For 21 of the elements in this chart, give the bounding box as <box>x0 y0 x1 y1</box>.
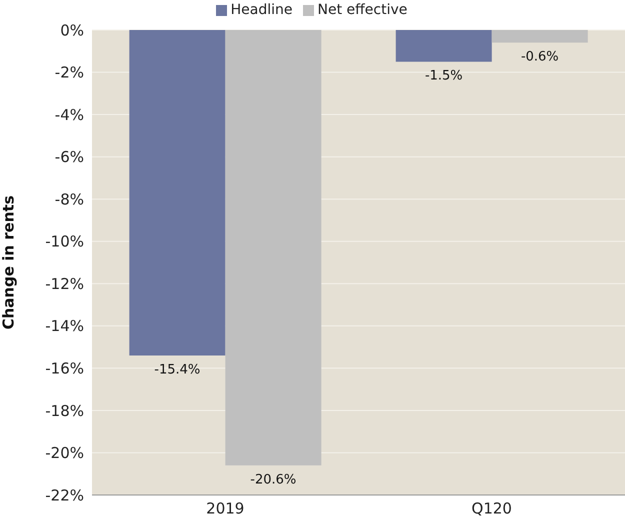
legend-label: Headline <box>230 2 292 18</box>
y-tick-label: -8% <box>54 190 84 208</box>
legend-label: Net effective <box>318 2 408 18</box>
data-label: -0.6% <box>520 50 559 65</box>
y-tick-label: -16% <box>45 360 84 378</box>
y-tick-label: -22% <box>45 486 84 504</box>
y-tick-label: -18% <box>45 402 84 420</box>
y-tick-label: 0% <box>60 21 84 40</box>
y-tick-label: -6% <box>54 148 84 166</box>
y-tick-label: -20% <box>45 444 84 462</box>
data-label: -20.6% <box>250 472 296 488</box>
y-tick-label: -14% <box>45 317 84 336</box>
y-tick-label: -12% <box>45 274 84 293</box>
y-tick-label: -2% <box>54 64 84 82</box>
data-label: -15.4% <box>154 362 200 378</box>
data-label: -1.5% <box>424 68 463 84</box>
x-tick-label: 2019 <box>206 500 244 518</box>
y-axis-title: Change in rents <box>0 195 18 330</box>
y-tick-label: -10% <box>45 232 84 251</box>
y-tick-label: -4% <box>54 106 84 124</box>
x-tick-label: Q120 <box>472 500 512 518</box>
